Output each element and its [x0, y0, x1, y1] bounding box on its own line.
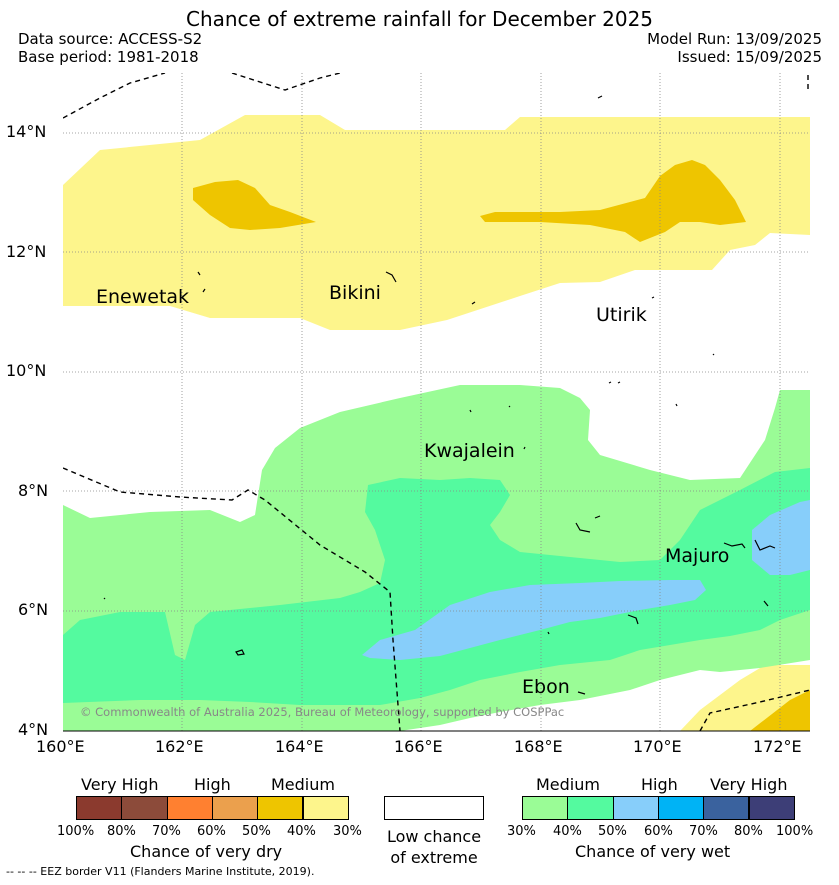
dry-medium-high-region-1: [193, 180, 316, 230]
eez-border-note: -- -- -- EEZ border V11 (Flanders Marine…: [6, 865, 315, 878]
wet-swatch: [657, 796, 705, 820]
wet-40-region: [63, 468, 810, 705]
wet-swatch: [567, 796, 614, 820]
dry-cat-medium: Medium: [271, 775, 335, 794]
wet-swatch: [748, 796, 795, 820]
wet-tick-80: 80%: [734, 824, 763, 839]
lat-label-6n: 6°N: [18, 600, 49, 619]
lon-label-168e: 168°E: [514, 737, 563, 756]
dry-swatch: [166, 796, 213, 820]
wet-tick-40: 40%: [553, 824, 582, 839]
base-period-text: Base period: 1981-2018: [18, 48, 199, 66]
dry-cat-very-high: Very High: [81, 775, 159, 794]
wet-tick-50: 50%: [598, 824, 627, 839]
low-chance-label-line2: of extreme: [390, 848, 478, 867]
lon-label-166e: 166°E: [394, 737, 443, 756]
place-utirik: Utirik: [596, 304, 647, 326]
lat-label-4n: 4°N: [18, 720, 49, 739]
dry-swatch: [302, 796, 349, 820]
dry-tick-100: 100%: [57, 824, 95, 839]
dry-colorbar-title: Chance of very dry: [130, 842, 283, 861]
lat-label-10n: 10°N: [6, 361, 47, 380]
wet-cat-high: High: [641, 775, 678, 794]
dry-swatch: [76, 796, 123, 820]
place-bikini: Bikini: [329, 282, 381, 304]
lon-label-162e: 162°E: [155, 737, 204, 756]
wet-tick-60: 60%: [644, 824, 673, 839]
eez-borders: [63, 73, 810, 731]
model-run-text: Model Run: 13/09/2025: [647, 30, 822, 48]
place-ebon: Ebon: [522, 676, 570, 698]
wet-cat-medium: Medium: [536, 775, 600, 794]
wet-tick-70: 70%: [689, 824, 718, 839]
wet-swatch: [703, 796, 750, 820]
wet-swatch: [612, 796, 659, 820]
island-outlines: [103, 95, 776, 695]
wet-tick-100: 100%: [776, 824, 814, 839]
low-chance-label-line1: Low chance: [386, 827, 482, 846]
dry-medium-region: [63, 115, 810, 330]
map-title: Chance of extreme rainfall for December …: [185, 7, 654, 31]
wet-cat-very-high: Very High: [710, 775, 788, 794]
dry-swatch: [211, 796, 259, 820]
dry-tick-60: 60%: [197, 824, 226, 839]
dry-tick-40: 40%: [287, 824, 316, 839]
wet-colorbar-title: Chance of very wet: [575, 842, 731, 861]
place-enewetak: Enewetak: [96, 286, 190, 308]
lat-label-12n: 12°N: [6, 242, 47, 261]
dry-swatch: [257, 796, 304, 820]
copyright-text: © Commonwealth of Australia 2025, Bureau…: [80, 705, 565, 719]
lon-label-170e: 170°E: [633, 737, 682, 756]
dry-tick-50: 50%: [242, 824, 271, 839]
lon-label-164e: 164°E: [275, 737, 324, 756]
wet-tick-30: 30%: [507, 824, 536, 839]
data-source-text: Data source: ACCESS-S2: [18, 30, 203, 48]
lon-label-172e: 172°E: [753, 737, 802, 756]
dry-tick-70: 70%: [152, 824, 181, 839]
place-majuro: Majuro: [665, 545, 730, 567]
map-area: [63, 73, 810, 731]
dry-tick-80: 80%: [107, 824, 136, 839]
wet-swatch: [522, 796, 569, 820]
dry-medium-high-region-se: [750, 690, 810, 731]
wet-50-region-east: [752, 500, 810, 575]
low-chance-swatch: [384, 796, 484, 820]
dry-swatch: [121, 796, 168, 820]
lat-label-8n: 8°N: [18, 481, 49, 500]
place-kwajalein: Kwajalein: [424, 440, 515, 462]
wet-50-region: [362, 580, 706, 660]
issued-text: Issued: 15/09/2025: [677, 48, 822, 66]
dry-tick-30: 30%: [333, 824, 362, 839]
dry-cat-high: High: [194, 775, 231, 794]
lon-label-160e: 160°E: [36, 737, 85, 756]
lat-label-14n: 14°N: [6, 122, 47, 141]
dry-medium-high-region-2: [480, 160, 746, 242]
